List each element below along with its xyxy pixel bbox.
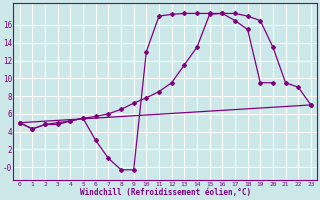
X-axis label: Windchill (Refroidissement éolien,°C): Windchill (Refroidissement éolien,°C)	[80, 188, 251, 197]
